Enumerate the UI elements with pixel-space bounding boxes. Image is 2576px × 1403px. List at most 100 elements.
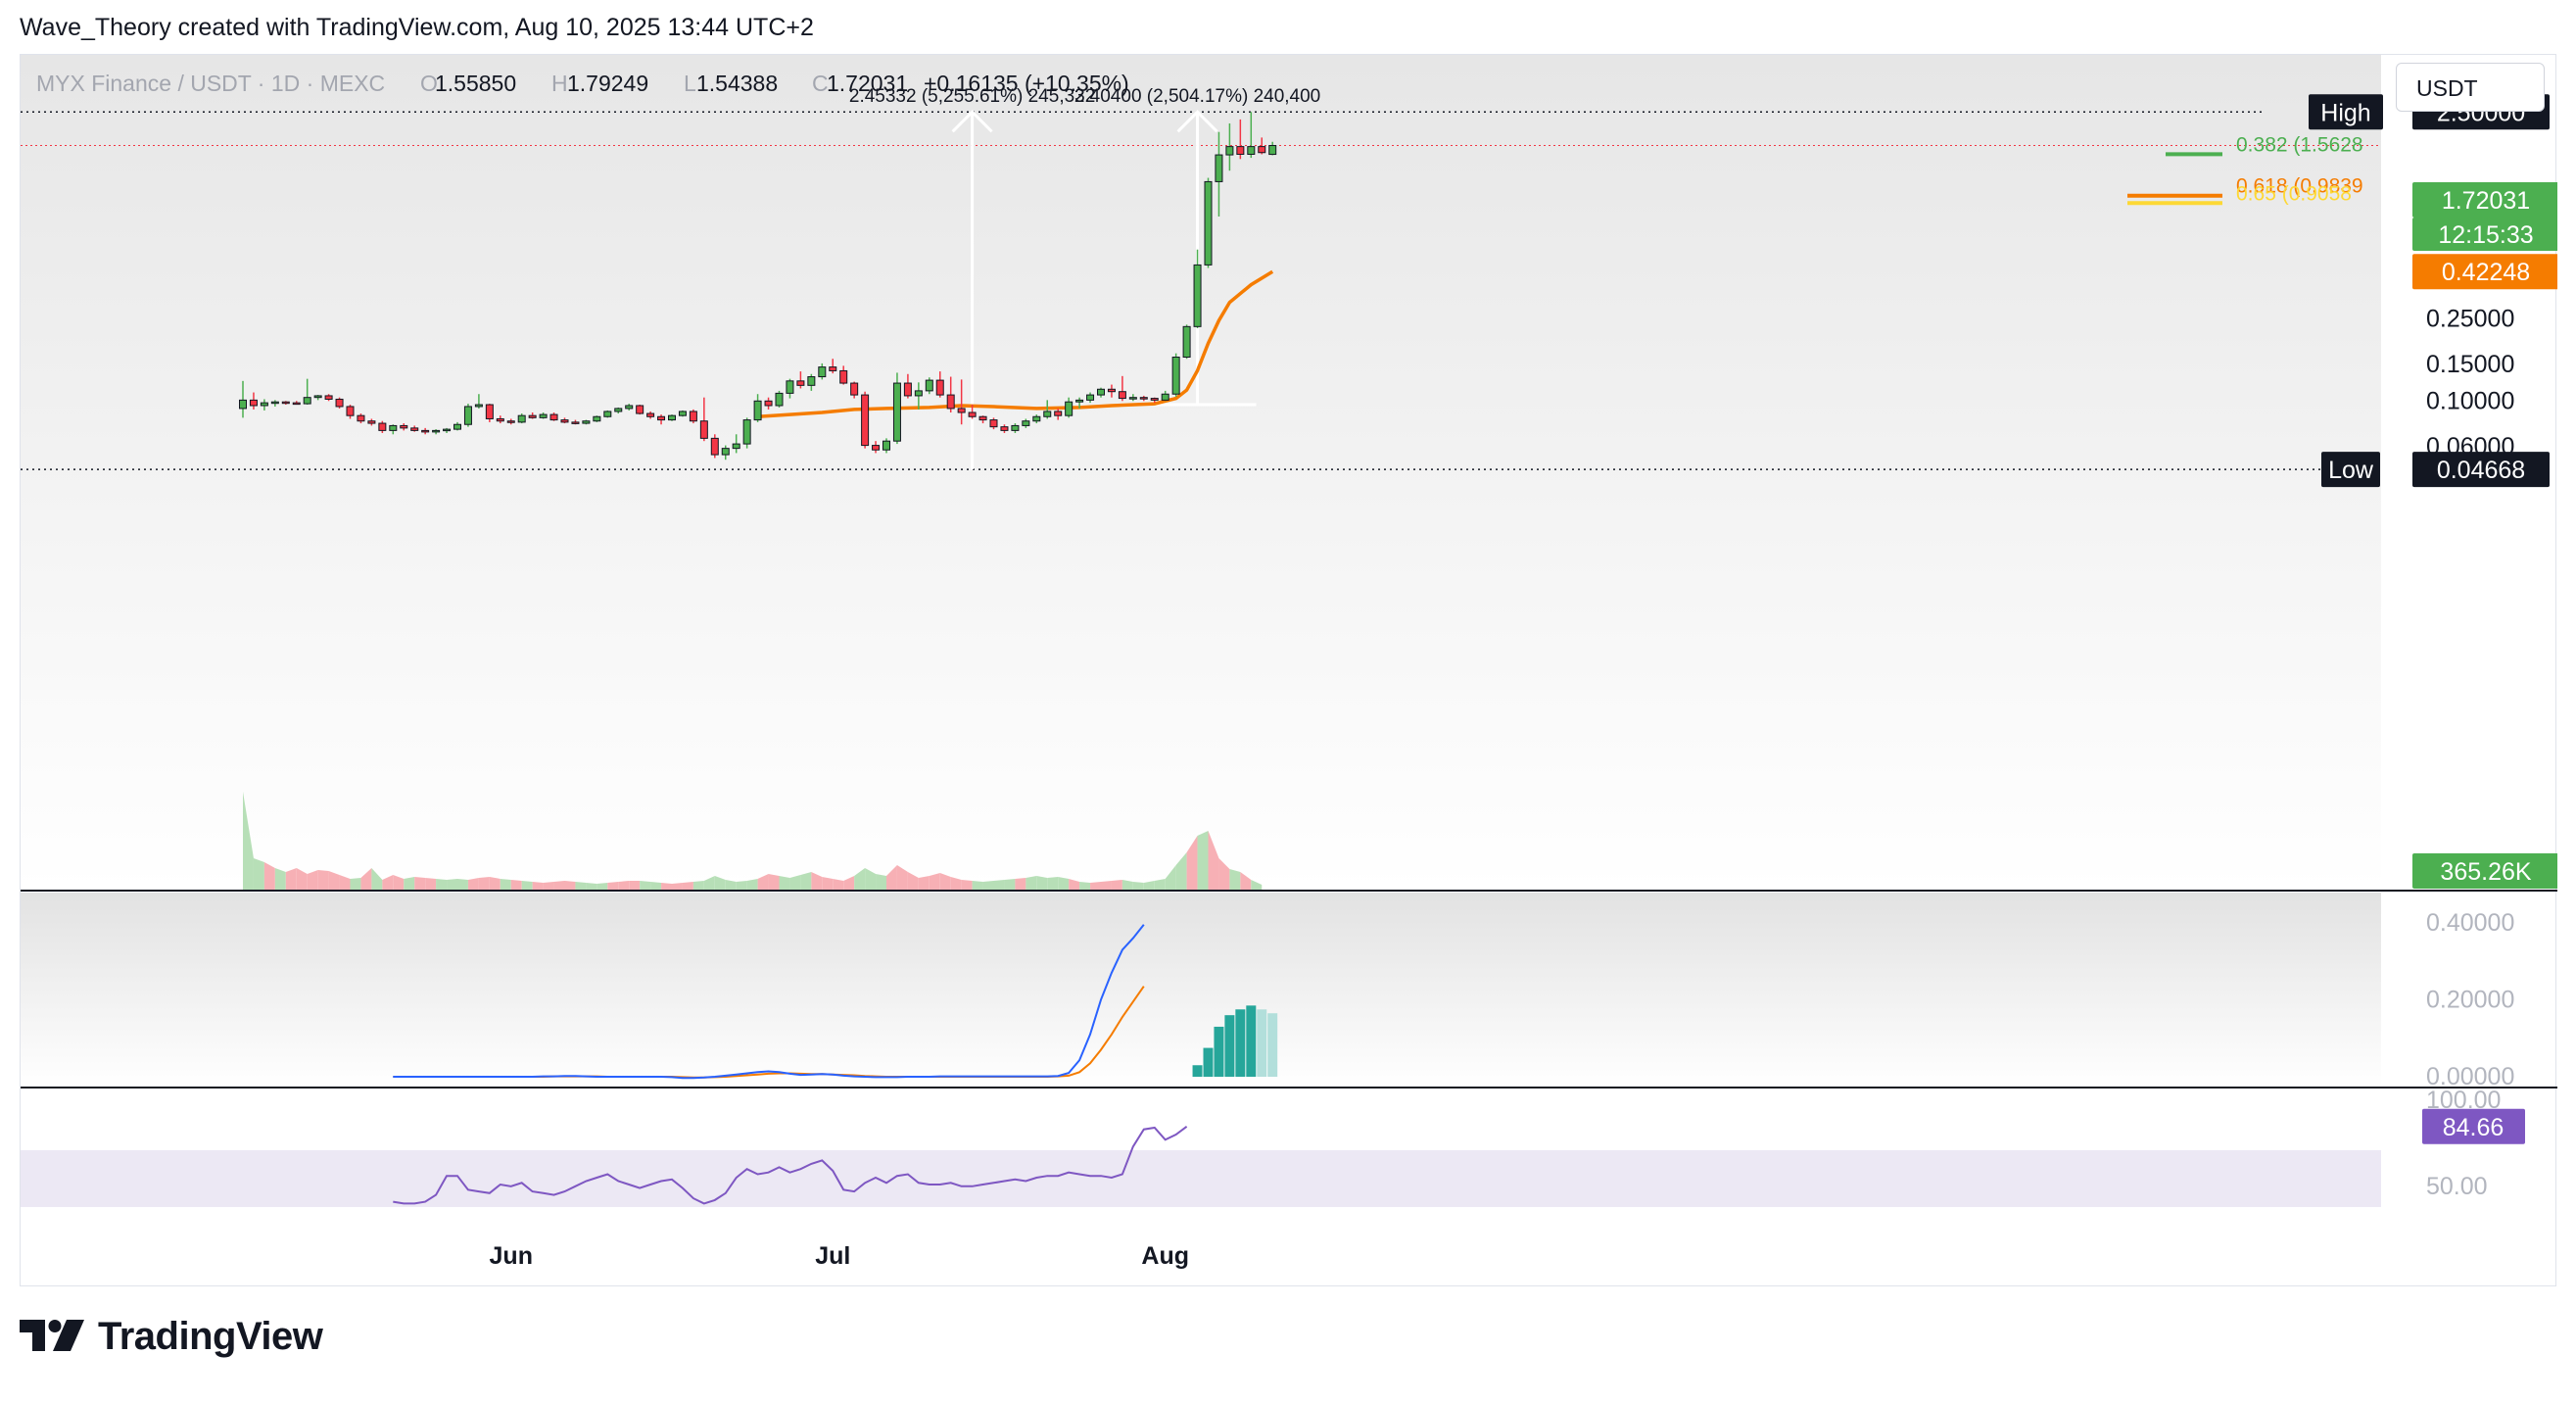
- volume-segment: [640, 881, 651, 890]
- volume-segment: [274, 868, 286, 890]
- candle-body: [1150, 398, 1159, 401]
- candle-body: [872, 445, 881, 451]
- candle: [582, 419, 591, 425]
- volume-segment: [1036, 876, 1048, 890]
- volume-segment: [1143, 881, 1155, 890]
- candle: [270, 400, 279, 407]
- close-value-legend: 1.72031: [827, 71, 908, 96]
- high-tag: High: [2309, 94, 2383, 130]
- volume-segment: [746, 879, 758, 890]
- candle-body: [1043, 411, 1052, 417]
- candle-body: [367, 420, 376, 424]
- measurement-label: 2.40400 (2,504.17%) 240,400: [1074, 86, 1320, 107]
- candle-body: [753, 400, 762, 421]
- volume-segment: [672, 883, 683, 890]
- candle: [883, 438, 890, 454]
- volume-segment: [1208, 831, 1219, 890]
- volume-segment: [1240, 872, 1252, 890]
- time-axis-layer[interactable]: Jun Jul Aug: [490, 1242, 1189, 1270]
- time-tick-label: Jun: [490, 1242, 533, 1270]
- chart-frame[interactable]: 2.45332 (5,255.61%) 245,332 2.40400 (2,50…: [20, 54, 2557, 1287]
- candle: [1182, 324, 1191, 360]
- candle: [786, 378, 794, 399]
- volume-segment: [1015, 878, 1026, 890]
- volume-segment: [1175, 852, 1187, 890]
- candle-body: [539, 413, 548, 418]
- candle: [1000, 424, 1009, 433]
- candle-body: [549, 413, 558, 421]
- change-value-legend: +0.16135 (+10.35%): [924, 71, 1129, 96]
- candle-body: [453, 423, 461, 430]
- symbol-legend[interactable]: MYX Finance / USDT · 1D · MEXC O 1.55850…: [36, 71, 1129, 96]
- currency-selector[interactable]: USDT: [2396, 63, 2545, 112]
- candle: [1065, 397, 1073, 418]
- candle: [636, 405, 644, 415]
- candle-body: [689, 411, 697, 422]
- candle: [753, 394, 762, 422]
- candle-body: [335, 398, 344, 408]
- candle-body: [378, 422, 387, 431]
- volume-segment: [1229, 869, 1241, 890]
- volume-segment: [1121, 880, 1133, 890]
- macd-histogram-bar: [1235, 1009, 1246, 1078]
- candle-body: [1139, 397, 1148, 400]
- ema-line: [757, 269, 1274, 419]
- volume-segment: [725, 880, 737, 890]
- candle-body: [710, 437, 719, 456]
- candle-body: [1086, 394, 1095, 401]
- candle: [1054, 408, 1063, 420]
- rsi-band: [21, 1150, 2381, 1207]
- candle: [593, 415, 601, 422]
- volume-segment: [1026, 876, 1037, 890]
- candle-body: [946, 394, 955, 410]
- candle-body: [1075, 399, 1084, 403]
- high-label-legend: H: [551, 71, 568, 96]
- fib-level-label: 0.618 (0.9839: [2236, 175, 2363, 198]
- candle: [421, 427, 430, 435]
- volume-segment: [907, 872, 919, 890]
- volume-segment: [253, 858, 264, 890]
- price-axis-layer[interactable]: 0.900000.600000.250000.150000.100000.060…: [2309, 94, 2557, 889]
- candle: [560, 417, 569, 424]
- candle-body: [496, 417, 504, 422]
- candle: [914, 382, 923, 410]
- candle-body: [517, 414, 526, 423]
- volume-segment: [317, 870, 329, 890]
- tradingview-logo[interactable]: TradingView: [20, 1315, 323, 1359]
- candle-body: [1097, 388, 1105, 396]
- reference-lines-layer: [21, 111, 2381, 470]
- candle-body: [324, 395, 333, 400]
- volume-segment: [618, 881, 630, 890]
- volume-segment: [982, 881, 994, 890]
- candle: [968, 405, 977, 419]
- volume-segment: [1069, 879, 1080, 890]
- volume-segment: [682, 882, 693, 890]
- candle: [249, 392, 258, 410]
- candle: [614, 407, 623, 414]
- measurement-arrowhead: [951, 110, 993, 133]
- candle: [346, 405, 355, 419]
- svg-text:1.72031: 1.72031: [2442, 187, 2530, 215]
- candle: [710, 434, 719, 459]
- volume-segment: [629, 881, 641, 890]
- candle-body: [796, 380, 805, 386]
- volume-segment: [650, 882, 662, 890]
- volume-segment: [510, 880, 522, 890]
- candle-body: [1193, 264, 1202, 327]
- candle: [839, 365, 848, 385]
- volume-segment: [736, 881, 747, 890]
- volume-segment: [521, 881, 533, 890]
- candle-body: [829, 366, 837, 371]
- macd-layer: 0.40000 0.20000 0.00000: [393, 909, 2514, 1090]
- candle: [850, 381, 859, 399]
- volume-segment: [833, 879, 844, 890]
- close-label-legend: C: [812, 71, 829, 96]
- candle: [260, 399, 268, 411]
- candle-body: [1022, 420, 1030, 426]
- volume-segment: [307, 870, 318, 890]
- volume-segment: [382, 875, 394, 890]
- candle-body: [1032, 415, 1041, 422]
